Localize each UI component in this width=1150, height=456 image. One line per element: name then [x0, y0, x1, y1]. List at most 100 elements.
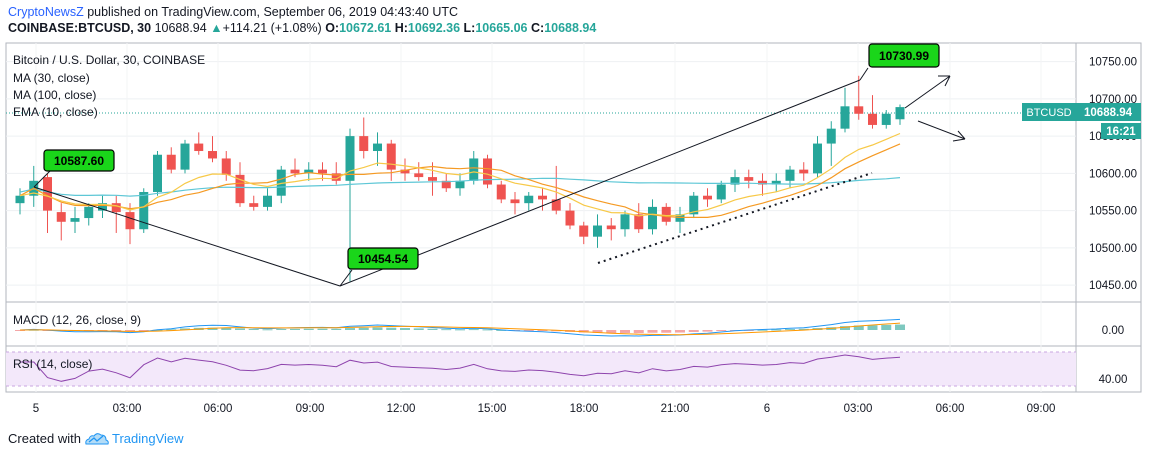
- macd-bar: [647, 330, 658, 333]
- x-tick-label: 09:00: [1027, 403, 1056, 415]
- candle-body: [483, 158, 492, 185]
- close-value: 10688.94: [544, 21, 597, 35]
- candle-body: [854, 106, 864, 114]
- candle-body: [730, 177, 740, 185]
- macd-bar: [111, 330, 122, 331]
- candle-body: [276, 169, 286, 196]
- open-label: O:: [325, 21, 340, 35]
- y-tick-label: 10550.00: [1089, 206, 1137, 218]
- candle-body: [56, 212, 66, 222]
- footer: Created with TradingView: [8, 431, 184, 446]
- callout-10730: 10730.99: [868, 43, 940, 68]
- macd-bar: [345, 328, 355, 330]
- macd-bar: [248, 329, 259, 331]
- support-line: [597, 172, 873, 264]
- macd-bar: [400, 328, 410, 330]
- legend-ma100: MA (100, close): [13, 88, 96, 102]
- macd-signal-line: [19, 322, 901, 336]
- high-value: 10692.36: [407, 21, 461, 35]
- candle-body: [208, 151, 217, 159]
- candle-body: [414, 173, 424, 178]
- candle-body: [359, 136, 369, 152]
- legend-ema10: EMA (10, close): [13, 105, 98, 119]
- tradingview-cloud-icon: [85, 432, 109, 444]
- x-tick-label: 21:00: [661, 403, 690, 415]
- candle-body: [703, 195, 712, 200]
- macd-bar: [317, 328, 328, 330]
- candle-body: [84, 206, 94, 219]
- candle-body: [510, 199, 520, 204]
- low-value: 10665.06: [475, 21, 528, 35]
- candle-body: [716, 184, 726, 200]
- macd-bar: [427, 328, 438, 330]
- y-tick-label: 10450.00: [1089, 280, 1137, 292]
- macd-bar: [125, 330, 135, 332]
- x-tick-label: 6: [764, 403, 770, 415]
- callout-pointer: [339, 269, 353, 287]
- price-tag: BTCUSD 10688.94 16:21: [1022, 103, 1141, 139]
- macd-bar: [578, 330, 589, 333]
- macd-line: [19, 318, 901, 337]
- macd-bar: [771, 329, 782, 331]
- candle-body: [565, 210, 575, 226]
- candle-body: [771, 180, 781, 185]
- candle-body: [689, 195, 699, 215]
- x-tick-label: 5: [33, 403, 39, 415]
- macd-bar: [358, 327, 369, 330]
- ma30-line: [19, 143, 901, 218]
- candle-body: [400, 169, 410, 174]
- candle-body: [785, 169, 795, 181]
- open-value: 10672.61: [339, 21, 392, 35]
- legend-title: Bitcoin / U.S. Dollar, 30, COINBASE: [13, 53, 205, 67]
- candle-body: [469, 158, 479, 181]
- price-chart[interactable]: 10750.0010700.0010650.0010600.0010550.00…: [0, 0, 1150, 425]
- published-text: published on TradingView.com, September …: [83, 5, 459, 19]
- symbol-name: COINBASE:BTCUSD, 30: [8, 21, 152, 35]
- candle-body: [538, 195, 547, 200]
- publisher-name[interactable]: CryptoNewsZ: [8, 5, 84, 19]
- arrow-down-icon: [917, 120, 966, 142]
- candle-body: [606, 225, 616, 230]
- callout-pointer: [859, 67, 869, 81]
- macd-bar: [523, 330, 534, 331]
- macd-bar: [138, 330, 149, 331]
- macd-label: MACD (12, 26, close, 9): [13, 313, 141, 327]
- candle-body: [826, 128, 836, 144]
- low-label: L:: [463, 21, 476, 35]
- macd-bar: [895, 324, 905, 330]
- publish-info: CryptoNewsZ published on TradingView.com…: [8, 5, 458, 19]
- candle-body: [43, 177, 52, 211]
- candle-body: [524, 195, 534, 204]
- macd-bar: [661, 330, 672, 333]
- macd-bar: [152, 329, 163, 331]
- macd-bar: [468, 329, 479, 331]
- candle-body: [221, 158, 231, 175]
- candle-body: [331, 173, 341, 181]
- x-tick-label: 06:00: [936, 403, 965, 415]
- macd-bar: [496, 329, 507, 331]
- macd-bar: [757, 329, 768, 331]
- candle-body: [290, 169, 300, 174]
- close-label: C:: [530, 21, 545, 35]
- candle-body: [428, 177, 437, 181]
- price-tag-symbol: BTCUSD: [1026, 107, 1071, 119]
- callout-pointer: [33, 170, 51, 188]
- price-tag-countdown: 16:21: [1106, 126, 1136, 138]
- candle-body: [15, 195, 25, 204]
- candle-body: [840, 106, 850, 129]
- macd-bar: [386, 327, 397, 330]
- macd-bar: [262, 329, 273, 331]
- candle-body: [441, 180, 451, 189]
- high-label: H:: [394, 21, 408, 35]
- x-tick-label: 03:00: [113, 403, 142, 415]
- tradingview-link[interactable]: TradingView: [111, 431, 184, 446]
- candle-body: [166, 154, 176, 170]
- candle-body: [496, 184, 506, 200]
- macd-bar: [702, 330, 713, 332]
- candle-body: [881, 113, 891, 125]
- x-tick-label: 06:00: [204, 403, 233, 415]
- rsi-label: RSI (14, close): [13, 357, 92, 371]
- macd-bar: [853, 325, 864, 330]
- candle-body: [386, 143, 396, 170]
- macd-bar: [840, 326, 850, 330]
